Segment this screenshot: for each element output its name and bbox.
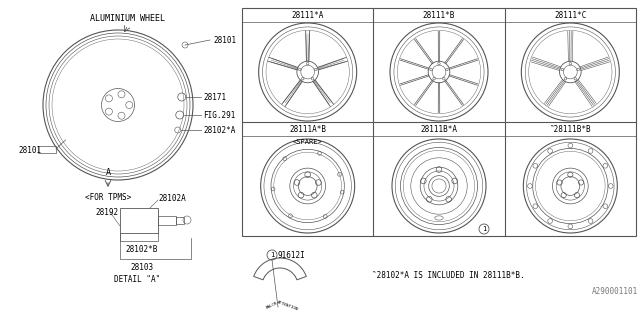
Text: 28111*C: 28111*C xyxy=(554,11,586,20)
Bar xyxy=(176,217,184,224)
Text: A290001101: A290001101 xyxy=(592,286,638,295)
Bar xyxy=(120,208,158,233)
Text: 28102*B: 28102*B xyxy=(125,244,157,253)
Text: 91612I: 91612I xyxy=(278,251,306,260)
Text: 28111*A: 28111*A xyxy=(291,11,324,20)
Text: 28101: 28101 xyxy=(213,36,236,44)
Text: 28102*A: 28102*A xyxy=(203,125,236,134)
Text: 1: 1 xyxy=(270,252,274,258)
Bar xyxy=(158,216,176,225)
Text: 28103: 28103 xyxy=(130,262,153,271)
Text: A: A xyxy=(106,168,111,177)
Text: FIG.291: FIG.291 xyxy=(203,110,236,119)
Text: 28102A: 28102A xyxy=(158,194,186,203)
Text: 28111A*B: 28111A*B xyxy=(289,124,326,133)
Bar xyxy=(242,8,636,236)
Text: <SPARE>: <SPARE> xyxy=(292,139,323,145)
Text: ALUMINIUM WHEEL: ALUMINIUM WHEEL xyxy=(90,13,166,22)
Text: 28111*B: 28111*B xyxy=(423,11,455,20)
Bar xyxy=(38,146,56,153)
Text: 1: 1 xyxy=(482,226,486,232)
Text: 28111B*A: 28111B*A xyxy=(420,124,458,133)
Text: <FOR TPMS>: <FOR TPMS> xyxy=(85,193,131,202)
Text: 28101: 28101 xyxy=(18,146,41,155)
Text: ATTENTION: ATTENTION xyxy=(276,300,300,311)
Text: 28192: 28192 xyxy=(95,207,118,217)
Text: ‶28102*A IS INCLUDED IN 28111B*B.: ‶28102*A IS INCLUDED IN 28111B*B. xyxy=(372,271,525,281)
Text: BALCR: BALCR xyxy=(266,301,278,310)
Text: DETAIL "A": DETAIL "A" xyxy=(114,275,160,284)
Text: ‶28111B*B: ‶28111B*B xyxy=(550,124,591,133)
Text: 28171: 28171 xyxy=(203,92,226,101)
